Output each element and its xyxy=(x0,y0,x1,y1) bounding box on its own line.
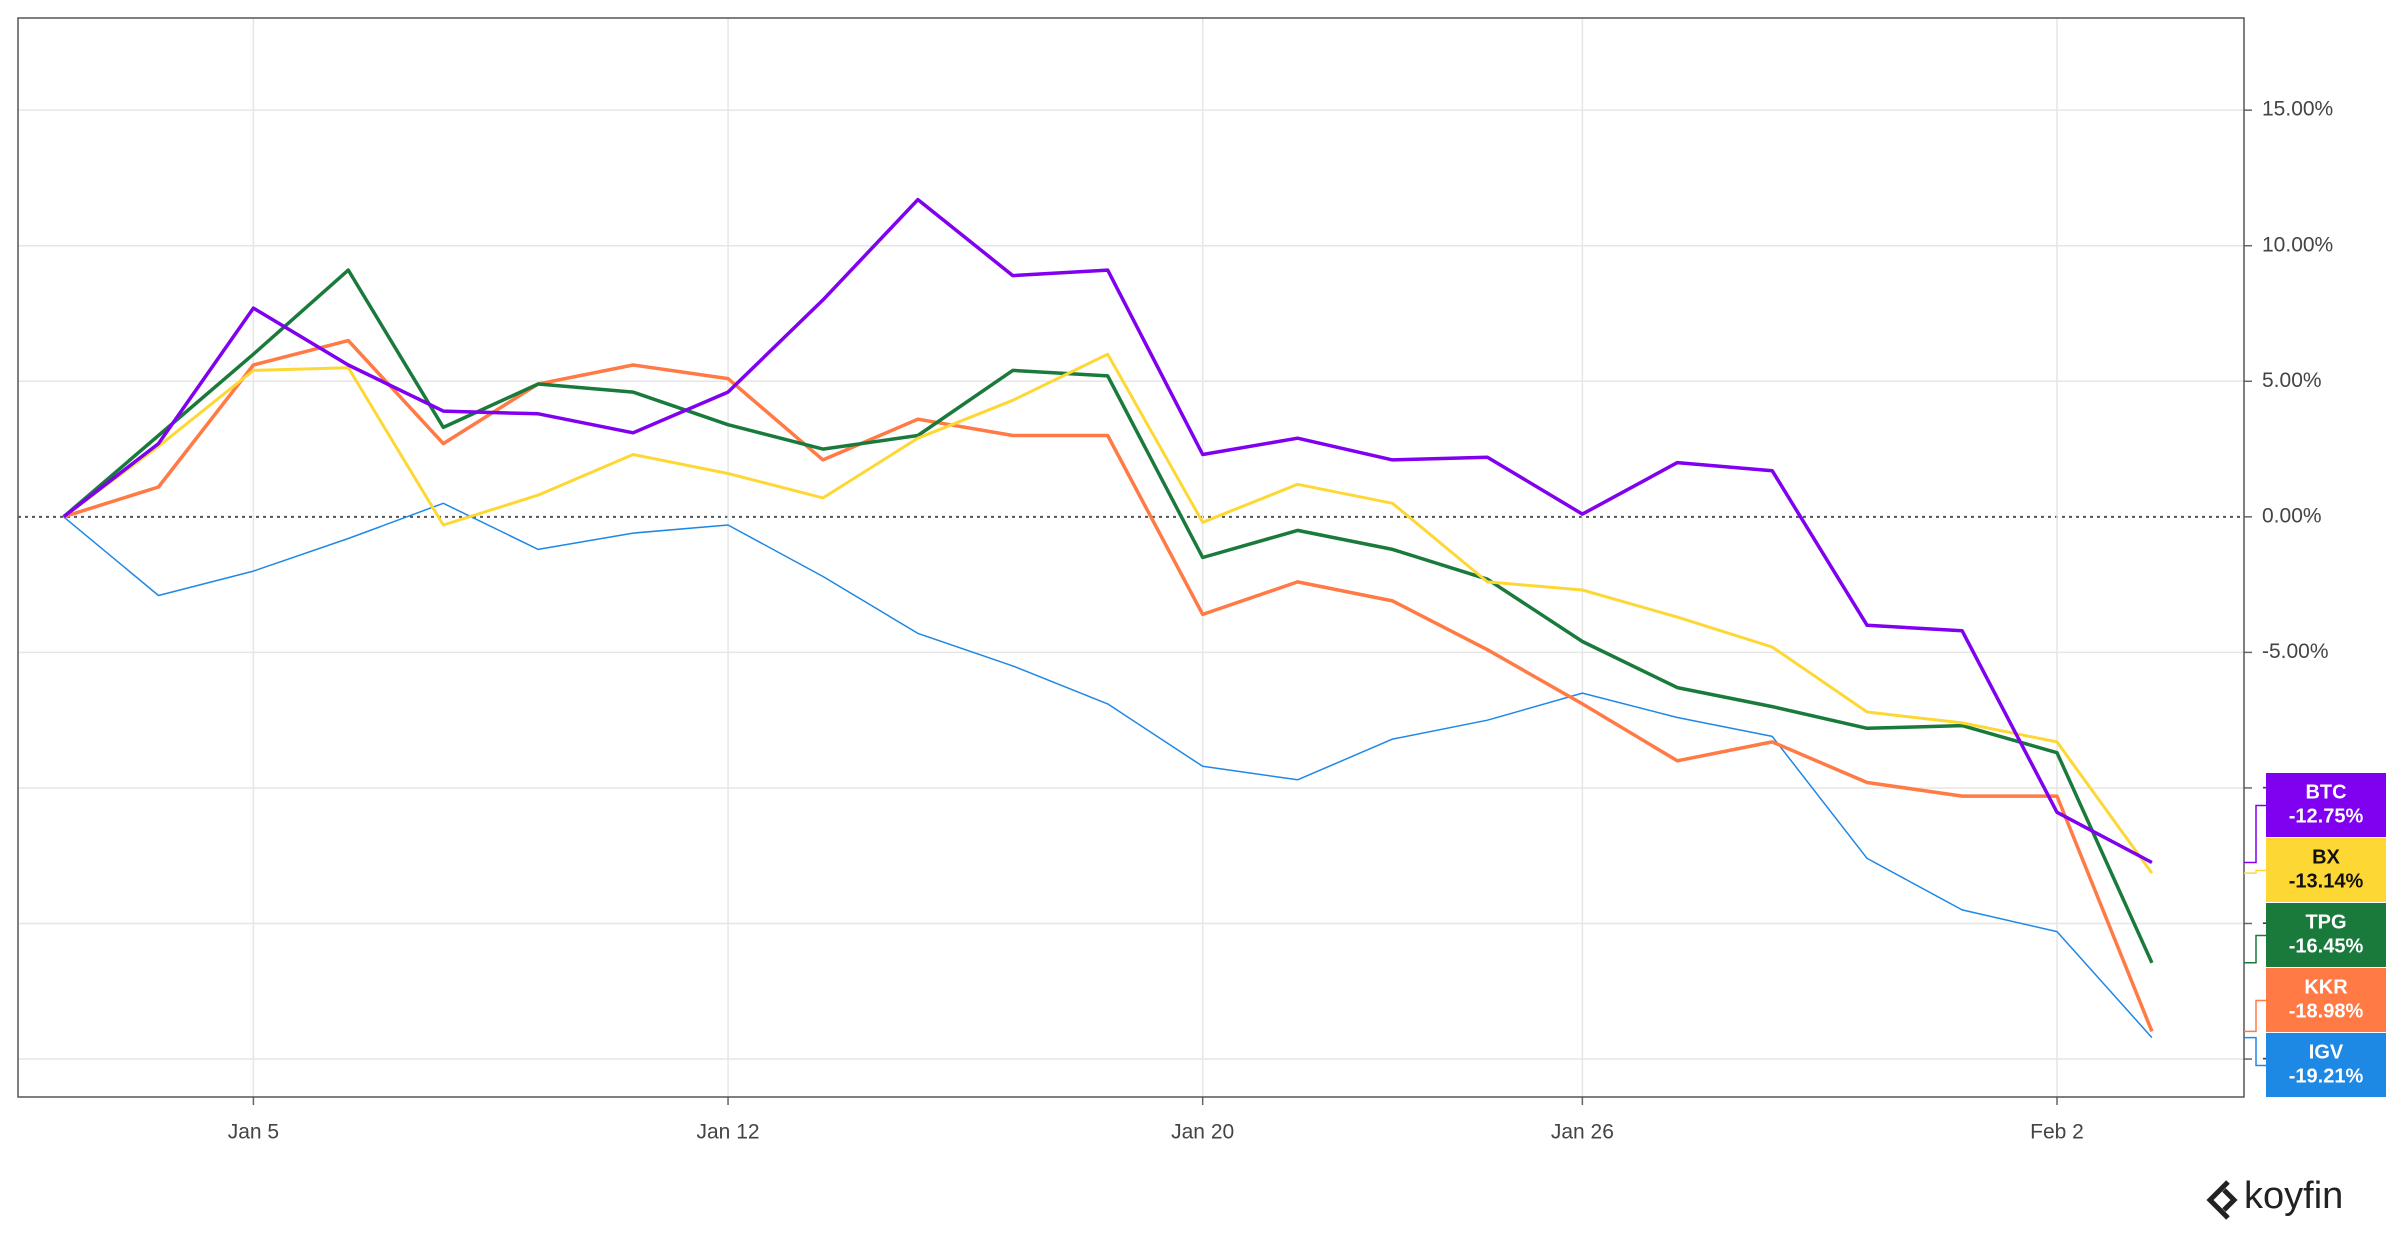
end-label-name: KKR xyxy=(2304,976,2348,998)
series-line xyxy=(63,502,2153,1039)
y-tick-label: 15.00% xyxy=(2262,98,2333,121)
x-tick-label: Jan 26 xyxy=(1551,1121,1614,1144)
series-line xyxy=(62,197,2153,865)
x-tick-label: Jan 5 xyxy=(228,1121,279,1144)
y-tick-label: 10.00% xyxy=(2262,233,2333,256)
x-tick-label: Jan 12 xyxy=(697,1121,760,1144)
label-connector xyxy=(2244,1036,2266,1067)
end-label-box xyxy=(2266,968,2386,1032)
end-label-name: BTC xyxy=(2305,781,2346,803)
end-label-value: -19.21% xyxy=(2289,1065,2364,1087)
end-label-name: BX xyxy=(2312,846,2340,868)
label-connector xyxy=(2244,934,2266,964)
end-label-value: -18.98% xyxy=(2289,1000,2364,1022)
plot-border xyxy=(17,17,2245,1098)
end-label-value: -16.45% xyxy=(2289,935,2364,957)
end-label-box xyxy=(2266,773,2386,837)
series-line xyxy=(63,338,2154,1033)
logo: koyfin xyxy=(2206,1175,2343,1220)
y-tick-label: 0.00% xyxy=(2262,504,2322,527)
y-tick-label: 5.00% xyxy=(2262,369,2322,392)
x-tick-label: Jan 20 xyxy=(1171,1121,1234,1144)
x-tick-label: Feb 2 xyxy=(2030,1121,2084,1144)
label-connector xyxy=(2244,869,2266,874)
end-label-value: -13.14% xyxy=(2289,870,2364,892)
series-line xyxy=(62,268,2154,964)
watermark: koyfin xyxy=(2244,1175,2343,1217)
end-label-name: IGV xyxy=(2309,1041,2344,1063)
end-label-box xyxy=(2266,838,2386,902)
label-connector xyxy=(2244,999,2266,1033)
series-line xyxy=(62,352,2154,874)
end-label-value: -12.75% xyxy=(2289,805,2364,827)
end-label-box xyxy=(2266,1033,2386,1097)
end-label-box xyxy=(2266,903,2386,967)
end-label-name: TPG xyxy=(2305,911,2346,933)
y-tick-label: -5.00% xyxy=(2262,640,2329,663)
logo-icon xyxy=(2206,1180,2238,1220)
label-connector xyxy=(2244,804,2266,864)
